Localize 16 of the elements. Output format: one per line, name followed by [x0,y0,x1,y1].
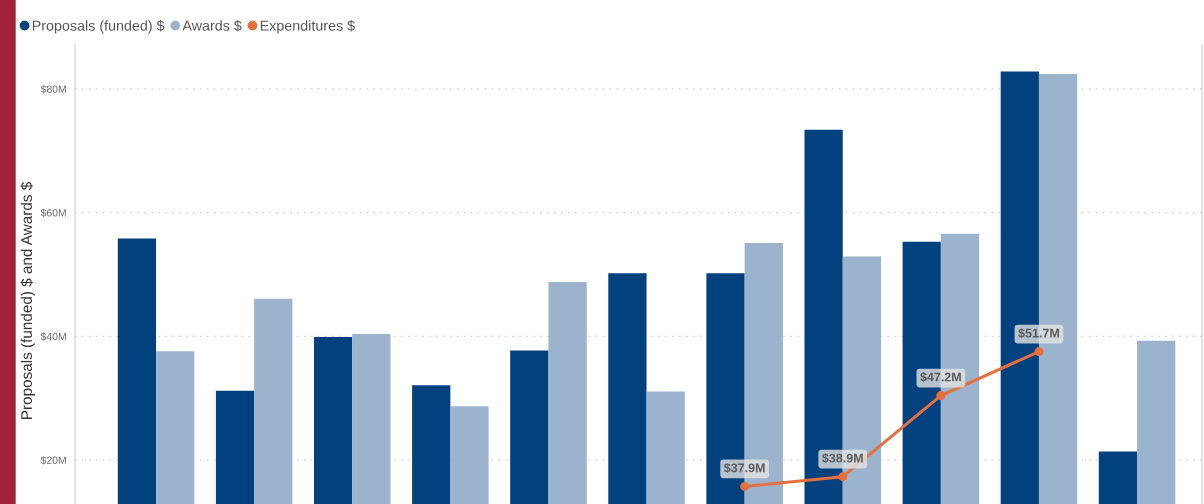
y-tick-label: $40M [40,332,66,341]
legend-label: Proposals (funded) $ [32,20,165,34]
data-label: $51.7M [1018,328,1059,339]
legend-label: Awards $ [182,20,242,32]
data-label: $47.2M [920,372,961,383]
point [838,472,848,482]
y-tick-label: $20M [40,456,66,465]
data-label: $38.9M [822,453,863,464]
point [740,481,750,491]
data-label: $37.9M [723,462,765,474]
y-tick-label: $60M [40,208,66,218]
point [936,391,946,401]
y-tick-label: $80M [40,84,66,94]
legend-label: Expenditures $ [260,20,355,34]
y-axis-title: Proposals (funded) $ and Awards $ [20,182,35,419]
point [1034,347,1044,357]
